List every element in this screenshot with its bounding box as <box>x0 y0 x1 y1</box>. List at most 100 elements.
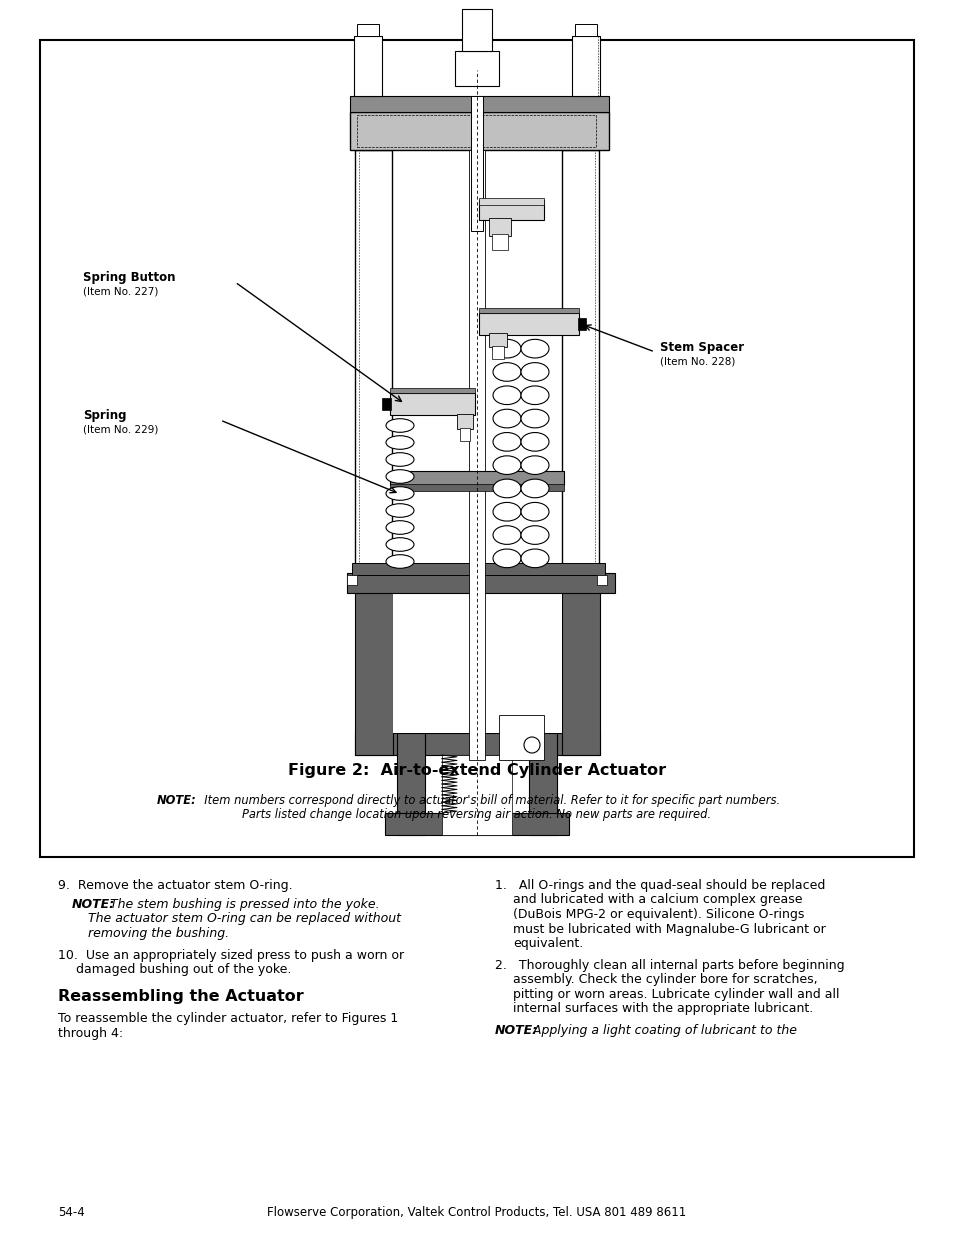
Ellipse shape <box>520 503 548 521</box>
Bar <box>459 429 470 441</box>
Bar <box>478 198 543 205</box>
Ellipse shape <box>493 409 520 427</box>
Bar <box>390 484 563 492</box>
Text: Flowserve Corporation, Valtek Control Products, Tel. USA 801 489 8611: Flowserve Corporation, Valtek Control Pr… <box>267 1207 686 1219</box>
Bar <box>478 308 578 312</box>
Text: The stem bushing is pressed into the yoke.: The stem bushing is pressed into the yok… <box>106 898 379 911</box>
Bar <box>352 563 604 576</box>
Text: (Item No. 229): (Item No. 229) <box>83 424 158 433</box>
Text: Applying a light coating of lubricant to the: Applying a light coating of lubricant to… <box>529 1024 796 1037</box>
Bar <box>572 36 599 96</box>
Ellipse shape <box>520 340 548 358</box>
Ellipse shape <box>493 479 520 498</box>
Bar <box>347 573 615 593</box>
Text: removing the bushing.: removing the bushing. <box>71 926 229 940</box>
Text: 10.  Use an appropriately sized press to push a worn or: 10. Use an appropriately sized press to … <box>58 948 404 962</box>
Bar <box>575 23 597 36</box>
Bar <box>390 388 475 393</box>
Ellipse shape <box>520 479 548 498</box>
Ellipse shape <box>520 385 548 405</box>
Bar <box>469 149 484 760</box>
Ellipse shape <box>520 456 548 474</box>
Ellipse shape <box>386 487 414 500</box>
Ellipse shape <box>386 436 414 450</box>
Bar <box>492 233 507 249</box>
Bar <box>393 576 561 734</box>
Bar <box>385 813 568 835</box>
Text: assembly. Check the cylinder bore for scratches,: assembly. Check the cylinder bore for sc… <box>513 973 817 987</box>
Bar <box>355 576 393 755</box>
Text: Item numbers correspond directly to actuator's bill of material. Refer to it for: Item numbers correspond directly to actu… <box>196 794 780 806</box>
Text: To reassemble the cylinder actuator, refer to Figures 1: To reassemble the cylinder actuator, ref… <box>58 1013 397 1025</box>
Bar <box>489 333 506 347</box>
Bar <box>461 9 492 51</box>
Bar <box>529 734 557 835</box>
Bar <box>455 51 498 86</box>
Ellipse shape <box>386 504 414 517</box>
Text: 2.   Thoroughly clean all internal parts before beginning: 2. Thoroughly clean all internal parts b… <box>495 958 843 972</box>
Ellipse shape <box>493 432 520 451</box>
Bar <box>356 115 596 147</box>
Bar <box>478 200 543 220</box>
Bar <box>347 576 356 585</box>
Ellipse shape <box>386 453 414 467</box>
Bar <box>441 755 512 835</box>
Text: (Item No. 228): (Item No. 228) <box>659 356 735 366</box>
Text: through 4:: through 4: <box>58 1026 123 1040</box>
Ellipse shape <box>493 526 520 545</box>
Text: internal surfaces with the appropriate lubricant.: internal surfaces with the appropriate l… <box>513 1003 812 1015</box>
Ellipse shape <box>520 432 548 451</box>
Text: Parts listed change location upon reversing air action. No new parts are require: Parts listed change location upon revers… <box>242 808 711 821</box>
Text: Stem Spacer: Stem Spacer <box>659 341 743 353</box>
Bar <box>561 149 598 576</box>
Text: equivalent.: equivalent. <box>513 937 582 950</box>
Bar <box>390 471 563 485</box>
Ellipse shape <box>493 363 520 382</box>
Text: 54-4: 54-4 <box>58 1207 85 1219</box>
Text: Figure 2:  Air-to-extend Cylinder Actuator: Figure 2: Air-to-extend Cylinder Actuato… <box>288 762 665 778</box>
Bar <box>498 715 543 760</box>
Ellipse shape <box>493 385 520 405</box>
Ellipse shape <box>520 550 548 568</box>
Bar <box>561 576 599 755</box>
Bar <box>355 149 392 576</box>
Text: 9.  Remove the actuator stem O-ring.: 9. Remove the actuator stem O-ring. <box>58 879 293 892</box>
Text: pitting or worn areas. Lubricate cylinder wall and all: pitting or worn areas. Lubricate cylinde… <box>513 988 839 1000</box>
Ellipse shape <box>520 363 548 382</box>
Bar <box>489 219 511 236</box>
Ellipse shape <box>386 521 414 535</box>
Bar <box>578 317 585 330</box>
Bar <box>40 40 913 857</box>
Bar <box>355 734 599 755</box>
Bar <box>471 96 482 231</box>
Bar <box>354 36 381 96</box>
Ellipse shape <box>386 419 414 432</box>
Text: damaged bushing out of the yoke.: damaged bushing out of the yoke. <box>76 963 291 976</box>
Text: The actuator stem O-ring can be replaced without: The actuator stem O-ring can be replaced… <box>71 913 400 925</box>
Bar <box>356 23 378 36</box>
Ellipse shape <box>520 409 548 427</box>
Text: Reassembling the Actuator: Reassembling the Actuator <box>58 989 303 1004</box>
Text: 1.   All O-rings and the quad-seal should be replaced: 1. All O-rings and the quad-seal should … <box>495 879 824 892</box>
Ellipse shape <box>493 340 520 358</box>
Bar <box>396 734 424 835</box>
Text: (DuBois MPG-2 or equivalent). Silicone O-rings: (DuBois MPG-2 or equivalent). Silicone O… <box>513 908 803 921</box>
Text: Spring: Spring <box>83 409 127 421</box>
Ellipse shape <box>493 503 520 521</box>
Ellipse shape <box>386 469 414 483</box>
Text: Spring Button: Spring Button <box>83 270 175 284</box>
Ellipse shape <box>520 526 548 545</box>
Bar <box>492 346 503 359</box>
Bar <box>456 414 473 429</box>
Ellipse shape <box>386 555 414 568</box>
Ellipse shape <box>386 537 414 551</box>
Bar <box>478 312 578 335</box>
Bar <box>350 96 608 112</box>
Bar <box>390 393 475 415</box>
Ellipse shape <box>493 456 520 474</box>
Ellipse shape <box>493 550 520 568</box>
Text: must be lubricated with Magnalube-G lubricant or: must be lubricated with Magnalube-G lubr… <box>513 923 825 935</box>
Text: and lubricated with a calcium complex grease: and lubricated with a calcium complex gr… <box>513 893 801 906</box>
Text: (Item No. 227): (Item No. 227) <box>83 287 158 296</box>
Bar <box>350 112 608 149</box>
